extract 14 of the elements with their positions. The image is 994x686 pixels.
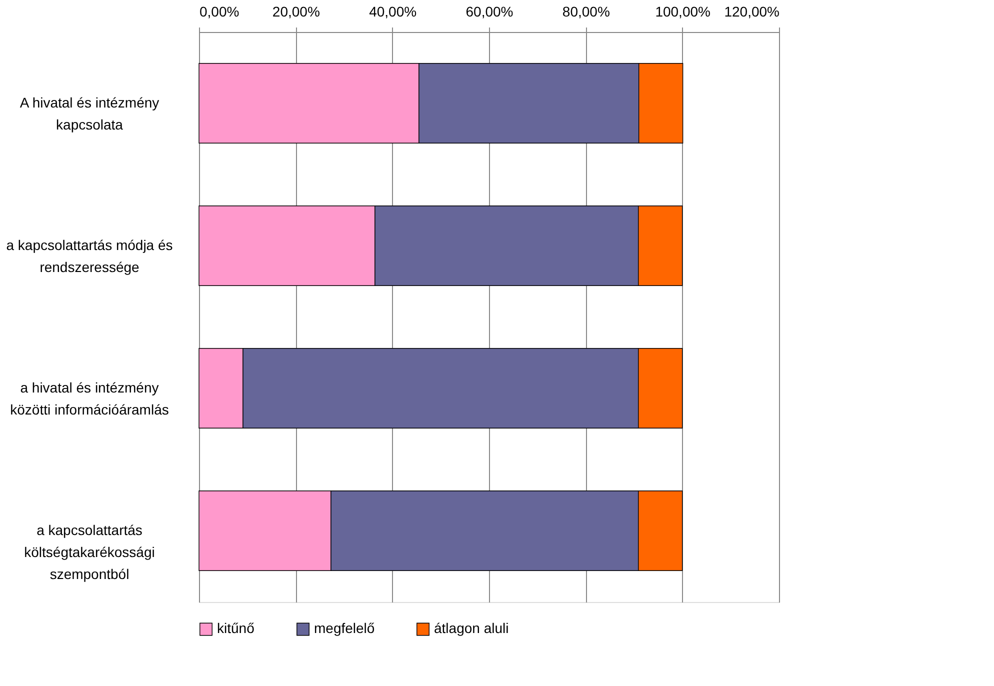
legend-label: kitűnő [217, 620, 255, 636]
y-tick-label: a hivatal és intézmény közötti információáramlás [10, 379, 169, 418]
x-tick-label: 120,00% [724, 4, 780, 20]
x-tick-label: 20,00% [272, 4, 320, 20]
y-tick-label: a kapcsolattartás módja és rendszeressége [6, 236, 173, 275]
x-tick-label: 0,00% [200, 4, 240, 20]
x-tick-label: 40,00% [369, 4, 417, 20]
legend-label: átlagon aluli [434, 620, 509, 636]
x-tick-label: 60,00% [466, 4, 514, 20]
legend-label: megfelelő [314, 620, 375, 636]
x-tick-label: 100,00% [655, 4, 710, 20]
y-tick-label: a kapcsolattartás költségtakarékossági szempontból [24, 522, 155, 582]
x-tick-label: 80,00% [562, 4, 610, 20]
y-tick-label: A hivatal és intézmény kapcsolata [20, 94, 160, 132]
